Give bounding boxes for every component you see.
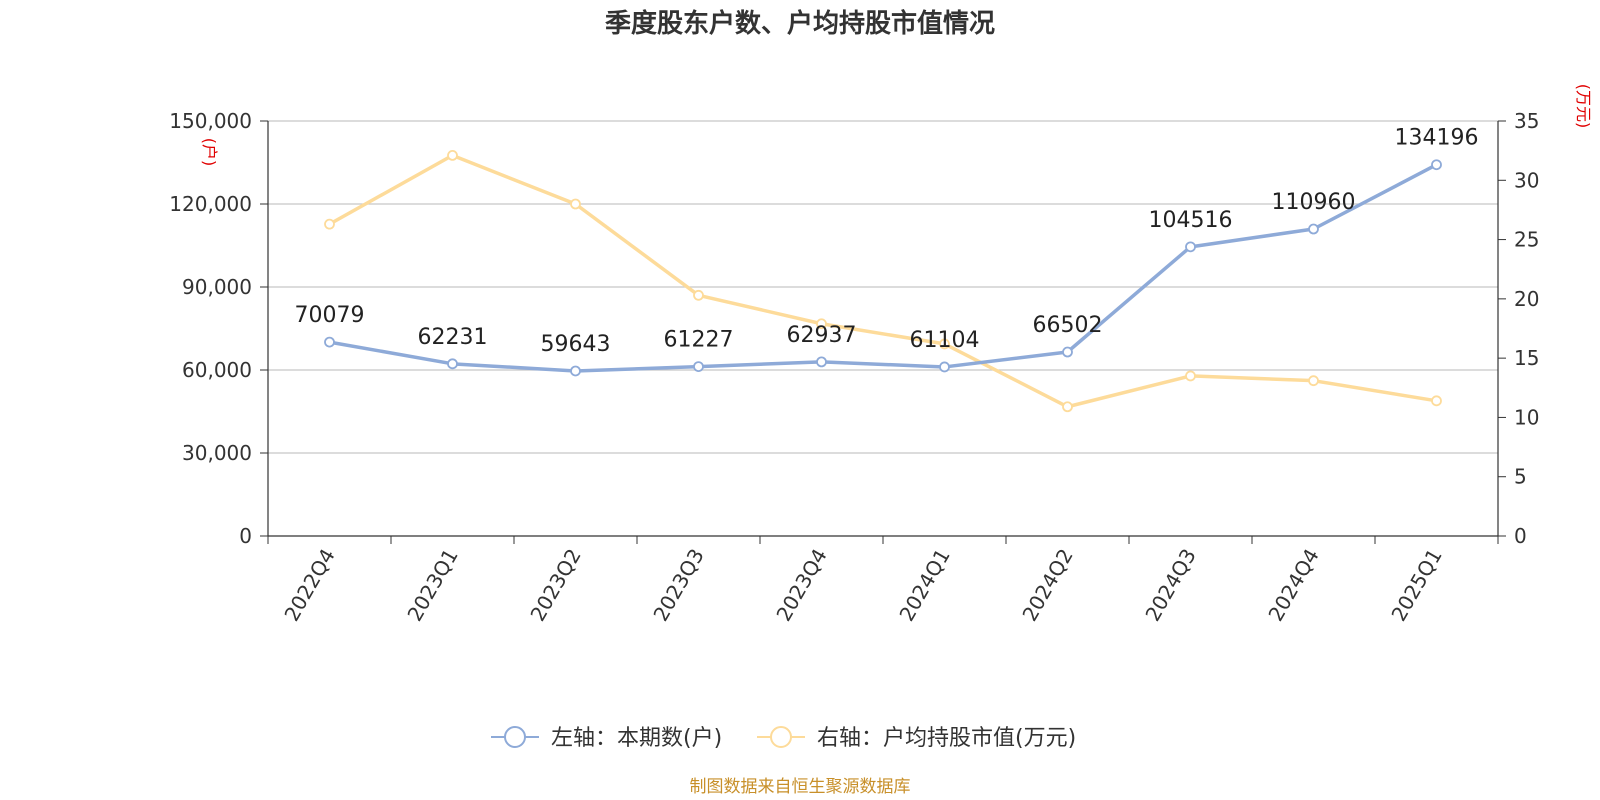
data-label: 134196 bbox=[1395, 126, 1479, 151]
holders-point bbox=[1185, 241, 1196, 253]
series-avg-holding-value bbox=[324, 149, 1442, 413]
right-axis-tick-label: 5 bbox=[1514, 465, 1527, 489]
data-label: 110960 bbox=[1272, 190, 1356, 215]
holders-point bbox=[693, 361, 704, 373]
data-label: 104516 bbox=[1149, 208, 1233, 233]
holders-point bbox=[1308, 223, 1319, 235]
data-label: 66502 bbox=[1033, 313, 1103, 338]
holders-point bbox=[939, 361, 950, 373]
legend-left-label: 左轴：本期数(户) bbox=[551, 726, 722, 751]
x-axis-tick-label: 2024Q4 bbox=[1263, 545, 1323, 626]
avg-value-point bbox=[939, 338, 950, 350]
chart-title: 季度股东户数、户均持股市值情况 bbox=[605, 8, 995, 39]
legend-item-left-series[interactable]: 左轴：本期数(户) bbox=[491, 726, 722, 751]
right-axis-tick-label: 30 bbox=[1514, 168, 1539, 192]
holders-point bbox=[570, 365, 581, 377]
legend: 左轴：本期数(户) 右轴：户均持股市值(万元) bbox=[491, 726, 1076, 751]
holders-point bbox=[324, 336, 335, 348]
right-axis-unit: (万元) bbox=[1574, 84, 1593, 129]
holders-point bbox=[816, 356, 827, 368]
series-shareholder-count bbox=[324, 159, 1442, 377]
left-axis-tick-label: 120,000 bbox=[169, 192, 252, 216]
gridlines bbox=[268, 120, 1498, 454]
data-source: 制图数据来自恒生聚源数据库 bbox=[690, 777, 911, 797]
avg-value-point bbox=[1062, 401, 1073, 413]
data-label: 59643 bbox=[541, 332, 611, 357]
left-axis-tick-label: 30,000 bbox=[182, 441, 252, 465]
left-axis-tick-label: 150,000 bbox=[169, 109, 252, 133]
x-axis-tick-label: 2024Q2 bbox=[1017, 545, 1077, 626]
left-axis-unit: (户) bbox=[200, 138, 219, 167]
avg-value-point bbox=[1185, 370, 1196, 382]
legend-item-right-series[interactable]: 右轴：户均持股市值(万元) bbox=[757, 726, 1076, 751]
x-axis-tick-label: 2025Q1 bbox=[1386, 545, 1446, 626]
data-labels: 70079 62231 59643 61227 62937 61104 66502 10451… bbox=[295, 126, 1479, 357]
data-label: 62937 bbox=[787, 323, 857, 348]
x-axis-tick-label: 2023Q2 bbox=[525, 545, 585, 626]
legend-left-marker bbox=[504, 726, 526, 748]
left-axis-tick-label: 0 bbox=[239, 524, 252, 548]
avg-value-point bbox=[816, 318, 827, 330]
data-label: 61227 bbox=[664, 328, 734, 353]
avg-value-point bbox=[447, 149, 458, 161]
avg-value-point bbox=[693, 289, 704, 301]
avg-value-point bbox=[324, 218, 335, 230]
legend-right-marker bbox=[770, 726, 792, 748]
right-axis-tick-label: 25 bbox=[1514, 228, 1539, 252]
holders-point bbox=[1431, 159, 1442, 171]
x-axis-tick-label: 2023Q3 bbox=[648, 545, 708, 626]
avg-value-point bbox=[1431, 395, 1442, 407]
x-axis-tick-label: 2023Q4 bbox=[771, 545, 831, 626]
right-axis-tick-label: 20 bbox=[1514, 287, 1539, 311]
x-axis-tick-label: 2024Q1 bbox=[894, 545, 954, 626]
left-axis-tick-label: 90,000 bbox=[182, 275, 252, 299]
avg-value-point bbox=[570, 198, 581, 210]
right-axis-tick-label: 35 bbox=[1514, 109, 1539, 133]
avg-value-point bbox=[1308, 375, 1319, 387]
right-axis-tick-label: 0 bbox=[1514, 524, 1527, 548]
x-axis-tick-label: 2022Q4 bbox=[279, 545, 339, 626]
avg-value-line bbox=[328, 153, 1437, 409]
holders-point bbox=[447, 358, 458, 370]
right-axis-tick-label: 15 bbox=[1514, 346, 1539, 370]
x-axis-tick-label: 2024Q3 bbox=[1140, 545, 1200, 626]
axes: 0 30,000 60,000 90,000 120,000 150,000 0 5 10 15 2… bbox=[169, 109, 1539, 625]
holders-line bbox=[329, 163, 1438, 373]
data-label: 62231 bbox=[418, 325, 488, 350]
x-axis-tick-label: 2023Q1 bbox=[402, 545, 462, 626]
holders-point bbox=[1062, 346, 1073, 358]
data-label: 61104 bbox=[910, 328, 980, 353]
data-label: 70079 bbox=[295, 303, 365, 328]
legend-right-label: 右轴：户均持股市值(万元) bbox=[817, 726, 1076, 751]
right-axis-tick-label: 10 bbox=[1514, 405, 1539, 429]
left-axis-tick-label: 60,000 bbox=[182, 358, 252, 382]
